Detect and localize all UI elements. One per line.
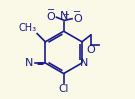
Text: N: N xyxy=(80,58,89,68)
Text: +: + xyxy=(63,10,70,19)
Text: O: O xyxy=(87,45,95,55)
Text: −: − xyxy=(73,7,81,17)
Text: N: N xyxy=(25,58,34,68)
Text: CH₃: CH₃ xyxy=(18,23,37,33)
Text: Cl: Cl xyxy=(58,84,69,94)
Text: O: O xyxy=(46,12,55,22)
Text: N: N xyxy=(59,11,68,21)
Text: −: − xyxy=(47,5,55,15)
Text: O: O xyxy=(73,14,82,24)
